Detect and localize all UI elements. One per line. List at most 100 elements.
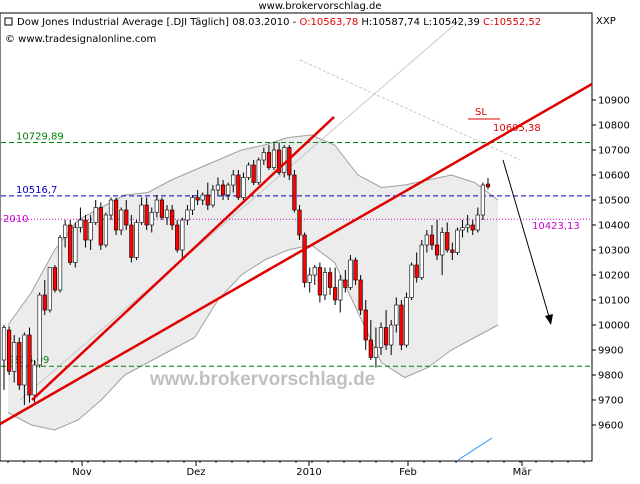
candle-body (231, 174, 236, 186)
x-tick-label: Dez (186, 467, 205, 478)
x-tick-label: Feb (399, 467, 417, 478)
candle-body (236, 174, 241, 198)
y-tick-label: 10600 (598, 171, 630, 182)
trendline-steep[interactable] (31, 116, 335, 401)
top-url[interactable]: www.brokervorschlag.de (259, 1, 382, 12)
candle-body (134, 222, 139, 258)
header-open: O:10563,78 (299, 17, 358, 28)
candle-body (475, 214, 480, 231)
candle-body (358, 279, 363, 311)
candle-body (419, 244, 424, 278)
header-low: L:10542,39 (423, 17, 480, 28)
candle-body (455, 229, 460, 253)
candle-body (445, 232, 450, 251)
candle-body (113, 199, 119, 231)
candle-body (180, 219, 185, 251)
y-tick-label: 10800 (598, 121, 630, 132)
candle-body (159, 199, 165, 218)
candle-body (246, 164, 251, 178)
candle-body (1, 327, 7, 361)
candle-body (338, 279, 343, 301)
candle-body (261, 152, 266, 161)
indicator-line (457, 437, 493, 461)
candle-body (210, 189, 215, 206)
y-tick-label: 10700 (598, 146, 630, 157)
candle-body (139, 204, 144, 223)
header-text: Dow Jones Industrial Average [.DJI Tägli… (17, 17, 541, 28)
candle-body (175, 224, 180, 251)
forecast-arrowhead (545, 314, 553, 325)
candle-body (17, 342, 22, 386)
candle-body (149, 212, 154, 226)
candle-body (37, 294, 42, 366)
candle-body (333, 287, 338, 301)
y-tick-label: 10400 (598, 221, 630, 232)
candle-body (170, 209, 175, 226)
candle-body (6, 329, 12, 372)
candle-body (42, 294, 47, 311)
level-label: 10423,13 (532, 221, 580, 232)
candle-body (215, 184, 221, 191)
candle-body (317, 267, 322, 296)
candle-body (57, 237, 63, 291)
candle-body (409, 264, 414, 298)
candle-body (205, 194, 210, 206)
channel-line (299, 59, 521, 161)
x-tick-label: Mär (513, 467, 533, 478)
stop-loss-label: SL (475, 107, 487, 118)
forecast-arrow (502, 159, 551, 321)
candle-body (220, 184, 226, 196)
candle-body (271, 149, 277, 168)
candlesticks (1, 142, 491, 405)
candle-body (399, 304, 404, 346)
candle-body (154, 199, 159, 213)
candle-body (434, 244, 440, 256)
candle-body (424, 234, 429, 246)
candle-body (63, 224, 68, 238)
x-tick-label: Nov (72, 467, 92, 478)
candle-body (124, 209, 129, 226)
candle-body (373, 347, 379, 358)
candle-body (164, 209, 170, 218)
candle-body (78, 219, 83, 228)
candle-body (200, 194, 205, 201)
candle-body (266, 152, 272, 168)
header-high: H:10587,74 (361, 17, 420, 28)
y-tick-label: 10300 (598, 246, 630, 257)
candle-body (485, 183, 491, 188)
y-tick-label: 9900 (598, 346, 623, 357)
copyright[interactable]: © www.tradesignalonline.com (5, 34, 156, 45)
candle-body (389, 324, 394, 346)
candle-body (32, 364, 37, 396)
candle-body (353, 259, 358, 281)
candle-body (93, 207, 98, 223)
header-name: Dow Jones Industrial Average [.DJI Tägli… (17, 17, 229, 28)
y-tick-label: 9800 (598, 371, 623, 382)
candle-body (312, 267, 317, 276)
candle-body (297, 209, 302, 236)
y-tick-label: 10200 (598, 271, 630, 282)
candle-body (27, 334, 32, 396)
y-tick-label: 10500 (598, 196, 630, 207)
candle-body (302, 234, 307, 283)
stop-loss-value: 10605,38 (493, 123, 541, 134)
candle-body (440, 232, 445, 256)
candle-body (47, 267, 52, 311)
y-tick-label: 10100 (598, 296, 630, 307)
candle-body (384, 327, 389, 346)
trendline-long[interactable] (0, 82, 593, 426)
level-label: 10516,7 (16, 185, 57, 196)
candle-body (73, 227, 78, 263)
candle-body (185, 209, 190, 221)
candle-body (119, 209, 124, 231)
candle-body (414, 264, 419, 278)
chart-header: Dow Jones Industrial Average [.DJI Tägli… (4, 16, 616, 45)
y-tick-label: 9700 (598, 396, 623, 407)
candle-body (322, 272, 328, 296)
candle-body (277, 149, 282, 173)
candle-body (343, 279, 348, 288)
candle-body (108, 199, 114, 216)
candle-body (68, 224, 73, 263)
y-tick-label: 10000 (598, 321, 630, 332)
